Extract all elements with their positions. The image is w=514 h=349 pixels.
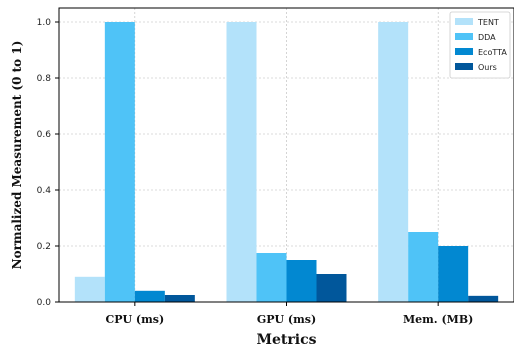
bar-tent-3	[378, 22, 409, 302]
legend-label: EcoTTA	[478, 48, 507, 57]
legend-box	[449, 11, 511, 79]
y-tick-label: 0.8	[37, 74, 52, 84]
y-tick-label: 0.2	[37, 242, 51, 252]
legend: TENT DDA EcoTTA Ours	[449, 11, 511, 79]
legend-label: DDA	[478, 33, 496, 42]
bar-dda-1	[104, 22, 135, 302]
bar-ecotta-3	[438, 246, 469, 302]
y-tick-label: 0.6	[37, 130, 52, 140]
y-tick-label: 1.0	[37, 18, 52, 28]
y-tick-label: 0.0	[37, 298, 52, 308]
bar-ours-3	[468, 295, 499, 302]
y-axis-title: Normalized Measurement (0 to 1)	[10, 41, 24, 270]
bar-ours-2	[316, 274, 347, 302]
bar-dda-3	[408, 232, 439, 302]
bar-tent-1	[74, 276, 105, 302]
legend-swatch	[455, 48, 473, 55]
legend-swatch	[455, 63, 473, 70]
bar-ours-1	[164, 295, 195, 302]
x-tick-label: CPU (ms)	[105, 313, 164, 326]
bar-dda-2	[256, 253, 287, 302]
legend-label: Ours	[478, 63, 497, 72]
bars	[74, 22, 499, 302]
y-tick-label: 0.4	[37, 186, 52, 196]
x-tick-label: Mem. (MB)	[403, 313, 473, 326]
x-axis-title: Metrics	[257, 332, 317, 348]
bar-ecotta-1	[134, 290, 165, 302]
axis-ticks: 0.0 0.2 0.4 0.6 0.8 1.0 CPU (ms) GPU (ms) Mem. (…	[37, 18, 474, 326]
legend-label: TENT	[477, 18, 499, 27]
legend-swatch	[455, 33, 473, 40]
x-tick-label: GPU (ms)	[257, 313, 316, 326]
bar-ecotta-2	[286, 260, 317, 302]
legend-swatch	[455, 18, 473, 25]
bar-tent-2	[226, 22, 257, 302]
